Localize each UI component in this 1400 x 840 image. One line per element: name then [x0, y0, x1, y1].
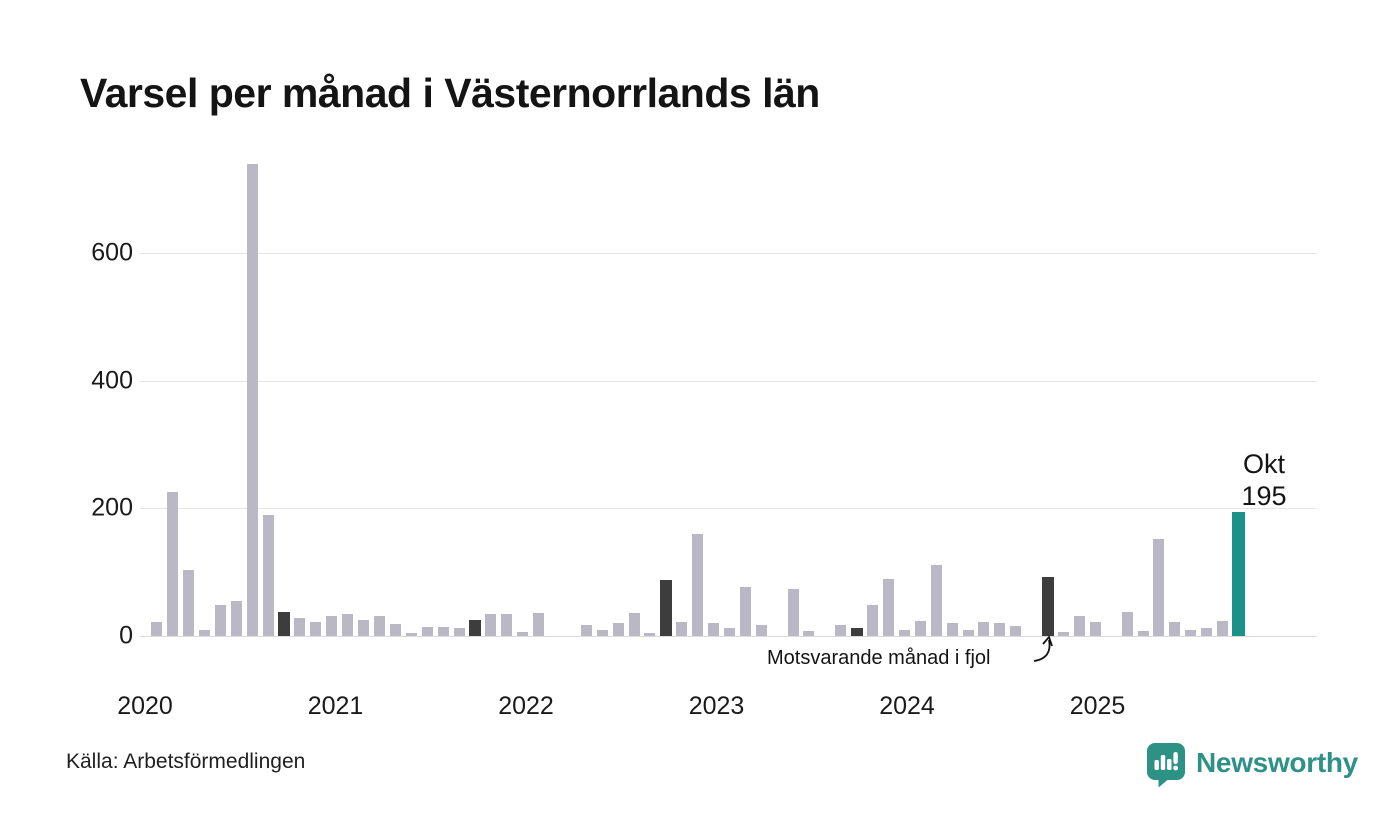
compare-annotation-label: Motsvarande månad i fjol: [767, 647, 991, 669]
bar-2024-08: [1010, 626, 1022, 636]
x-axis-year-label: 2023: [688, 692, 745, 720]
x-axis-year-label: 2021: [307, 692, 364, 720]
bar-2022-02: [533, 613, 545, 636]
bar-2025-07: [1185, 630, 1197, 636]
gridline-0: [140, 636, 1317, 637]
bar-2022-09: [644, 632, 656, 636]
bar-2022-12: [692, 533, 704, 636]
bar-2022-07: [612, 622, 624, 636]
bar-2020-05: [199, 629, 211, 636]
bar-2020-04: [183, 569, 195, 636]
y-axis-tick-label: 400: [91, 366, 133, 395]
bar-2021-11: [485, 613, 497, 636]
bar-2024-03: [930, 564, 942, 636]
bar-2025-10: [1231, 511, 1245, 636]
bar-2020-11: [294, 618, 306, 636]
bar-2024-02: [914, 620, 926, 636]
bar-2021-12: [501, 613, 513, 636]
bar-2025-06: [1169, 621, 1181, 636]
newsworthy-wordmark: Newsworthy: [1196, 747, 1358, 778]
bar-2022-06: [596, 630, 608, 636]
bar-2023-09: [835, 625, 847, 636]
x-axis-year-label: 2020: [117, 692, 173, 720]
bar-2020-12: [310, 621, 322, 636]
bar-2024-07: [994, 623, 1006, 636]
x-axis-year-label: 2022: [498, 692, 554, 720]
bar-2024-06: [978, 621, 990, 636]
bar-2021-02: [342, 614, 354, 636]
bar-2021-10: [468, 620, 481, 636]
x-axis-year-label: 2025: [1069, 692, 1126, 720]
bar-2025-04: [1137, 630, 1149, 636]
x-axis-year-label: 2024: [879, 692, 935, 720]
bar-2025-09: [1217, 621, 1229, 636]
bar-2022-01: [517, 632, 529, 636]
bar-2021-09: [453, 627, 465, 636]
bar-2020-02: [151, 621, 163, 636]
bar-2021-04: [374, 615, 385, 636]
gridline-200: [140, 508, 1317, 510]
bar-2024-12: [1073, 616, 1085, 636]
current-bar-month: Okt: [1242, 449, 1285, 479]
source-label: Källa: Arbetsförmedlingen: [66, 750, 306, 773]
bar-2020-06: [214, 604, 226, 636]
bar-2025-05: [1153, 538, 1165, 636]
current-bar-label: Okt 195: [1233, 449, 1295, 513]
bar-2020-07: [230, 600, 242, 636]
bar-2020-09: [262, 514, 274, 636]
bar-2024-10: [1041, 577, 1054, 636]
bar-2025-01: [1089, 621, 1101, 636]
bar-2022-11: [676, 621, 688, 636]
page-title: Varsel per månad i Västernorrlands län: [80, 70, 820, 116]
bar-2024-01: [898, 630, 910, 636]
bar-2021-08: [437, 627, 449, 636]
bar-2023-12: [883, 578, 895, 636]
bar-2022-08: [628, 613, 640, 636]
bar-2023-03: [739, 586, 751, 636]
bar-2020-10: [278, 612, 291, 636]
bar-2020-03: [167, 492, 179, 636]
bar-2023-01: [708, 622, 720, 636]
bar-2020-08: [246, 163, 258, 636]
newsworthy-logo: Newsworthy: [1146, 742, 1358, 788]
bar-2021-06: [405, 633, 417, 636]
compare-annotation-arrow-icon: [1033, 635, 1053, 662]
newsworthy-bubble-icon: [1147, 743, 1185, 788]
gridline-400: [140, 380, 1317, 382]
y-axis-tick-label: 200: [91, 493, 133, 522]
y-axis-tick-label: 600: [91, 238, 133, 267]
bar-2024-05: [962, 630, 974, 636]
current-bar-value: 195: [1241, 480, 1287, 511]
bar-2022-10: [659, 580, 672, 636]
bar-2022-05: [580, 624, 592, 636]
y-axis-tick-label: 0: [119, 621, 133, 650]
gridline-600: [140, 253, 1317, 254]
bar-2021-07: [421, 627, 433, 636]
bar-2023-07: [803, 630, 815, 636]
bar-2021-05: [389, 623, 401, 636]
bar-2023-04: [755, 625, 767, 636]
bar-2023-06: [787, 588, 799, 636]
bar-2021-01: [326, 615, 338, 636]
bar-2024-04: [946, 623, 958, 636]
bar-2025-03: [1121, 611, 1133, 636]
bar-2023-11: [867, 604, 879, 636]
bar-2021-03: [358, 620, 370, 636]
bar-2023-02: [723, 628, 735, 636]
bar-2025-08: [1201, 628, 1213, 636]
bar-2023-10: [850, 627, 863, 636]
bar-2024-11: [1058, 631, 1069, 636]
